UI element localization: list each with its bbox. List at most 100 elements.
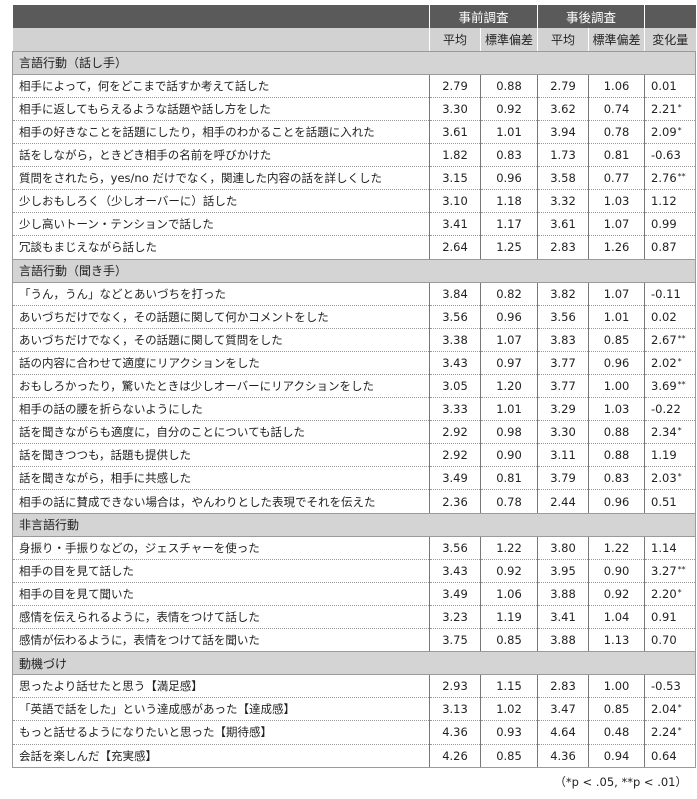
significance-mark: ** xyxy=(677,172,686,182)
pre-mean-cell: 3.84 xyxy=(429,282,481,306)
item-label: 話を聞きつつも，話題も提供した xyxy=(12,443,430,468)
post-sd-cell: 1.22 xyxy=(588,536,645,560)
change-cell: 3.27** xyxy=(644,559,697,583)
item-label: 相手に返してもらえるような話題や話し方をした xyxy=(12,97,430,121)
change-value: -0.22 xyxy=(651,402,681,417)
pre-sd-cell: 0.85 xyxy=(479,744,538,768)
change-cell: 1.12 xyxy=(644,189,697,214)
item-label: おもしろかったり，驚いたときは少しオーバーにリアクションをした xyxy=(12,374,430,399)
section-title: 動機づけ xyxy=(11,651,697,676)
pre-sd-cell: 1.01 xyxy=(479,397,538,422)
post-mean-cell: 3.47 xyxy=(537,697,589,722)
significance-mark: * xyxy=(677,726,682,736)
post-mean-cell: 3.77 xyxy=(537,351,589,376)
post-mean-cell: 3.32 xyxy=(537,189,589,214)
post-sd-cell: 1.07 xyxy=(588,212,645,237)
change-cell: 2.67** xyxy=(644,328,697,352)
table-row: 話をしながら，ときどき相手の名前を呼びかけた 1.82 0.83 1.73 0.81 -0… xyxy=(12,143,697,168)
change-value: 0.64 xyxy=(651,748,677,763)
survey-results-table: 事前調査 事後調査 平均 標準偏差 平均 標準偏差 変化量 言語行動（話し手）相… xyxy=(11,5,697,768)
change-value: -0.63 xyxy=(651,148,681,163)
pre-mean-cell: 3.33 xyxy=(429,397,481,422)
table-row: 話の内容に合わせて適度にリアクションをした 3.43 0.97 3.77 0.96 2.0… xyxy=(12,351,697,376)
item-label: 思ったより話せたと思う【満足感】 xyxy=(12,674,430,699)
item-label: 相手によって，何をどこまで話すか考えて話した xyxy=(12,74,430,98)
item-label: 少し高いトーン・テンションで話した xyxy=(12,212,430,237)
change-cell: 2.34* xyxy=(644,420,697,445)
post-mean-cell: 3.30 xyxy=(537,420,589,445)
pre-sd-cell: 0.83 xyxy=(479,143,538,168)
post-sd-cell: 1.00 xyxy=(588,374,645,399)
significance-mark: * xyxy=(677,356,682,366)
section-title: 言語行動（聞き手） xyxy=(11,258,697,283)
item-label: 話の内容に合わせて適度にリアクションをした xyxy=(12,351,430,376)
change-cell: 2.04* xyxy=(644,697,697,722)
pre-mean-cell: 4.26 xyxy=(429,744,481,768)
header-pre-sd: 標準偏差 xyxy=(479,28,538,52)
post-mean-cell: 3.62 xyxy=(537,97,589,121)
table-row: 相手によって，何をどこまで話すか考えて話した 2.79 0.88 2.79 1.06 0.… xyxy=(12,74,697,98)
pre-mean-cell: 2.93 xyxy=(429,674,481,699)
pre-mean-cell: 2.64 xyxy=(429,235,481,260)
pre-sd-cell: 1.18 xyxy=(479,189,538,214)
pre-sd-cell: 0.92 xyxy=(479,559,538,583)
change-value: 2.24 xyxy=(651,725,677,740)
item-label: あいづちだけでなく，その話題に関して質問をした xyxy=(12,328,430,352)
change-cell: 3.69** xyxy=(644,374,697,399)
post-sd-cell: 0.90 xyxy=(588,559,645,583)
change-cell: 2.09* xyxy=(644,120,697,145)
table-row: 少し高いトーン・テンションで話した 3.41 1.17 3.61 1.07 0.99 xyxy=(12,212,697,237)
pre-mean-cell: 3.43 xyxy=(429,559,481,583)
item-label: 感情が伝わるように，表情をつけて話を聞いた xyxy=(12,628,430,653)
change-value: 3.27 xyxy=(651,563,677,578)
post-sd-cell: 0.96 xyxy=(588,489,645,514)
pre-mean-cell: 3.30 xyxy=(429,97,481,121)
pre-mean-cell: 3.43 xyxy=(429,351,481,376)
table-row: 話を聞きながら，相手に共感した 3.49 0.81 3.79 0.83 2.03* xyxy=(12,466,697,491)
pre-sd-cell: 0.85 xyxy=(479,628,538,653)
section-header-row: 非言語行動 xyxy=(11,512,697,537)
table-row: 「うん，うん」などとあいづちを打った 3.84 0.82 3.82 1.07 -0.11 xyxy=(12,282,697,306)
header-post-survey: 事後調査 xyxy=(537,5,645,29)
post-sd-cell: 1.07 xyxy=(588,282,645,306)
pre-mean-cell: 2.36 xyxy=(429,489,481,514)
post-sd-cell: 0.81 xyxy=(588,143,645,168)
section-header-row: 言語行動（話し手） xyxy=(11,50,697,75)
table-row: 冗談もまじえながら話した 2.64 1.25 2.83 1.26 0.87 xyxy=(12,235,697,260)
change-cell: 2.24* xyxy=(644,720,697,745)
change-value: 2.34 xyxy=(651,425,677,440)
item-label: 冗談もまじえながら話した xyxy=(12,235,430,260)
significance-mark: * xyxy=(677,102,682,112)
pre-sd-cell: 0.92 xyxy=(479,97,538,121)
change-value: 2.67 xyxy=(651,332,677,347)
post-mean-cell: 3.61 xyxy=(537,212,589,237)
change-value: -0.53 xyxy=(651,679,681,694)
change-cell: 0.02 xyxy=(644,305,697,329)
change-value: 2.04 xyxy=(651,702,677,717)
change-value: 0.91 xyxy=(651,609,677,624)
table-row: 思ったより話せたと思う【満足感】 2.93 1.15 2.83 1.00 -0.53 xyxy=(12,674,697,699)
change-value: 0.99 xyxy=(651,217,677,232)
header-blank xyxy=(12,5,430,29)
section-title: 言語行動（話し手） xyxy=(11,50,697,75)
section-header-row: 動機づけ xyxy=(11,651,697,676)
change-cell: -0.53 xyxy=(644,674,697,699)
pre-sd-cell: 1.07 xyxy=(479,328,538,352)
post-mean-cell: 3.88 xyxy=(537,582,589,606)
change-cell: -0.63 xyxy=(644,143,697,168)
post-sd-cell: 1.04 xyxy=(588,605,645,630)
change-cell: 0.70 xyxy=(644,628,697,653)
table-row: 相手の好きなことを話題にしたり，相手のわかることを話題に入れた 3.61 1.01 3… xyxy=(12,120,697,145)
table-row: 会話を楽しんだ【充実感】 4.26 0.85 4.36 0.94 0.64 xyxy=(12,744,697,768)
post-sd-cell: 1.00 xyxy=(588,674,645,699)
change-cell: 0.91 xyxy=(644,605,697,630)
post-mean-cell: 3.77 xyxy=(537,374,589,399)
post-mean-cell: 3.41 xyxy=(537,605,589,630)
item-label: 感情を伝えられるように，表情をつけて話した xyxy=(12,605,430,630)
change-value: 0.01 xyxy=(651,78,677,93)
table-row: 相手の話の腰を折らないようにした 3.33 1.01 3.29 1.03 -0.22 xyxy=(12,397,697,422)
post-sd-cell: 0.77 xyxy=(588,166,645,191)
post-mean-cell: 2.44 xyxy=(537,489,589,514)
pre-mean-cell: 3.41 xyxy=(429,212,481,237)
table-row: あいづちだけでなく，その話題に関して何かコメントをした 3.56 0.96 3.56 1… xyxy=(12,305,697,329)
